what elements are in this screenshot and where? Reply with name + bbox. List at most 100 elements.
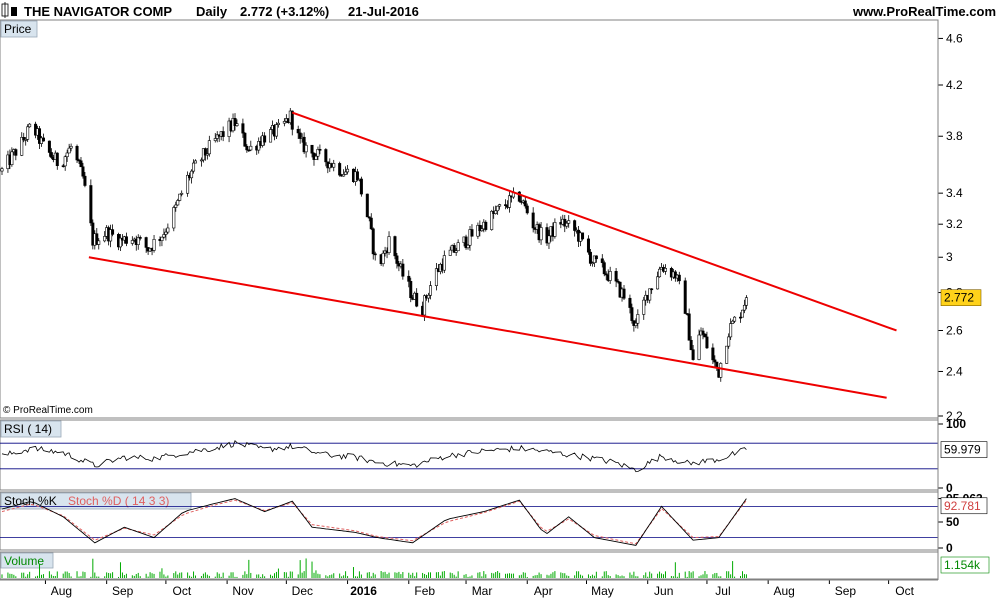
volume-badge-bg [940, 556, 990, 574]
rsi-panel-label-bg [0, 420, 62, 438]
price-candle-body [367, 216, 371, 219]
price-candle-body [504, 204, 508, 206]
price-candle-body [24, 139, 28, 141]
price-candle-body [207, 140, 211, 155]
price-candle-body [249, 145, 253, 151]
price-candle-body [22, 137, 26, 141]
price-candle-body [166, 227, 170, 233]
stoch-badge-value: 92.781 [944, 499, 981, 513]
price-candle-body [727, 336, 731, 347]
price-candle-body [478, 224, 482, 232]
stoch-d-line [1, 499, 747, 545]
volume-panel-label: Volume [4, 554, 44, 568]
price-candle-body [233, 118, 237, 126]
price-candles [0, 107, 748, 382]
price-candle-body [178, 193, 182, 201]
price-candle-body [456, 242, 460, 252]
website-link[interactable]: www.ProRealTime.com [852, 4, 996, 19]
price-candle-body [20, 137, 24, 156]
price-candle-body [470, 229, 474, 237]
price-candle-body [276, 122, 280, 125]
price-candle-body [180, 192, 184, 195]
price-candle-body [448, 249, 452, 256]
price-candle-body [423, 295, 427, 316]
price-candle-body [190, 170, 194, 179]
price-candle-body [739, 316, 743, 319]
price-candle-body [531, 212, 535, 229]
x-tick-label: Aug [51, 584, 72, 598]
price-candle-body [346, 168, 350, 173]
price-candle-body [160, 236, 164, 241]
price-candle-body [55, 152, 59, 167]
price-candle-body [442, 255, 446, 271]
price-candle-body [373, 253, 377, 256]
candle-icon-dark [11, 7, 17, 16]
header: THE NAVIGATOR COMP Daily 2.772 (+3.12%) … [1, 2, 996, 19]
volume-bars [1, 558, 747, 578]
price-candle-body [61, 165, 65, 168]
price-badge-value: 2.772 [944, 291, 974, 305]
stoch-d-label: Stoch %D ( 14 3 3) [68, 494, 169, 508]
price-candle-body [553, 222, 557, 237]
price-y-tick-label: 3.8 [946, 129, 963, 143]
price-candle-body [186, 174, 190, 194]
rsi-panel: RSI ( 14) 100 0 59.979 [0, 417, 988, 495]
price-candle-body [703, 333, 707, 338]
date-label: 21-Jul-2016 [348, 4, 419, 19]
osc-y-tick-label: 0 [946, 541, 953, 555]
price-candle-body [740, 309, 744, 318]
price-candle-body [628, 297, 632, 308]
price-candle-body [725, 345, 729, 364]
price-candle-body [691, 349, 695, 360]
price-candle-body [332, 163, 336, 168]
price-candle-body [79, 160, 83, 168]
price-candle-body [525, 205, 529, 214]
price-candle-body [199, 159, 203, 162]
price-candle-body [729, 323, 733, 338]
rsi-y-axis: 100 0 [938, 417, 966, 495]
price-candle-body [719, 363, 723, 378]
price-candle-body [245, 145, 249, 151]
rsi-panel-frame [0, 419, 939, 491]
price-candle-body [164, 231, 168, 235]
price-candle-body [705, 336, 709, 349]
price-candle-body [648, 288, 652, 301]
price-candle-body [484, 221, 488, 230]
price-candle-body [545, 227, 549, 244]
x-tick-label: May [591, 584, 614, 598]
price-candle-body [65, 152, 69, 158]
price-candle-body [302, 136, 306, 153]
price-candle-body [359, 178, 363, 195]
price-candle-body [338, 163, 342, 176]
price-candle-body [563, 218, 567, 227]
price-candle-body [616, 280, 620, 283]
price-candle-body [590, 262, 594, 265]
price-candle-body [713, 359, 717, 363]
price-candle-body [274, 124, 278, 137]
price-candle-body [733, 316, 737, 322]
price-candle-body [507, 195, 511, 208]
price-candle-body [75, 145, 79, 161]
price-candle-body [89, 185, 93, 224]
price-candle-body [269, 129, 273, 143]
price-candle-body [282, 121, 286, 124]
price-candle-body [464, 236, 468, 249]
price-candle-body [47, 140, 51, 153]
price-candle-body [138, 237, 142, 239]
price-y-tick-label: 3.4 [946, 186, 963, 200]
volume-panel-frame [0, 551, 939, 580]
price-candle-body [466, 244, 470, 249]
x-tick-label: Jun [654, 584, 673, 598]
price-candle-body [111, 229, 115, 235]
price-candle-body [213, 138, 217, 141]
price-candle-body [634, 322, 638, 326]
price-y-tick-label: 4.6 [946, 31, 963, 45]
price-candle-body [194, 160, 198, 164]
price-candle-body [428, 285, 432, 296]
price-trendline [291, 111, 897, 332]
price-candle-body [401, 263, 405, 277]
x-tick-label: Sep [835, 584, 857, 598]
price-candle-body [567, 220, 571, 224]
volume-badge-value: 1.154k [944, 558, 981, 572]
